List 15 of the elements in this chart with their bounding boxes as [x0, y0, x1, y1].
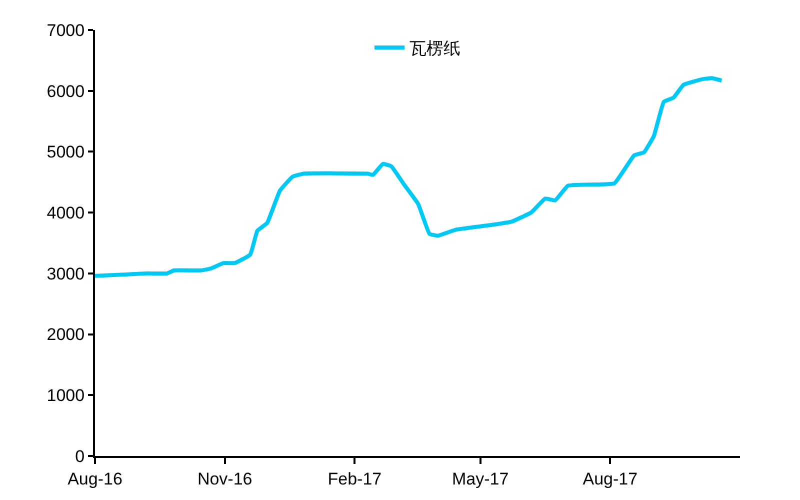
- line-series: [95, 76, 724, 278]
- x-tick-label: Feb-17: [328, 469, 382, 488]
- y-tick-label: 1000: [46, 386, 85, 406]
- y-tick-label: 0: [75, 446, 85, 466]
- x-tick-label: Nov-16: [197, 469, 252, 488]
- y-tick-label: 4000: [46, 204, 85, 223]
- y-tick-label: 7000: [46, 20, 85, 40]
- y-tick-label: 3000: [46, 264, 85, 284]
- legend-label: 瓦楞纸: [410, 39, 460, 60]
- y-tick-label: 2000: [46, 325, 85, 344]
- x-tick-label: May-17: [452, 469, 509, 488]
- x-tick-label: Aug-17: [582, 469, 638, 488]
- y-tick-label: 6000: [46, 82, 85, 101]
- y-tick-label: 5000: [46, 142, 85, 162]
- x-tick-label: Aug-16: [68, 469, 122, 488]
